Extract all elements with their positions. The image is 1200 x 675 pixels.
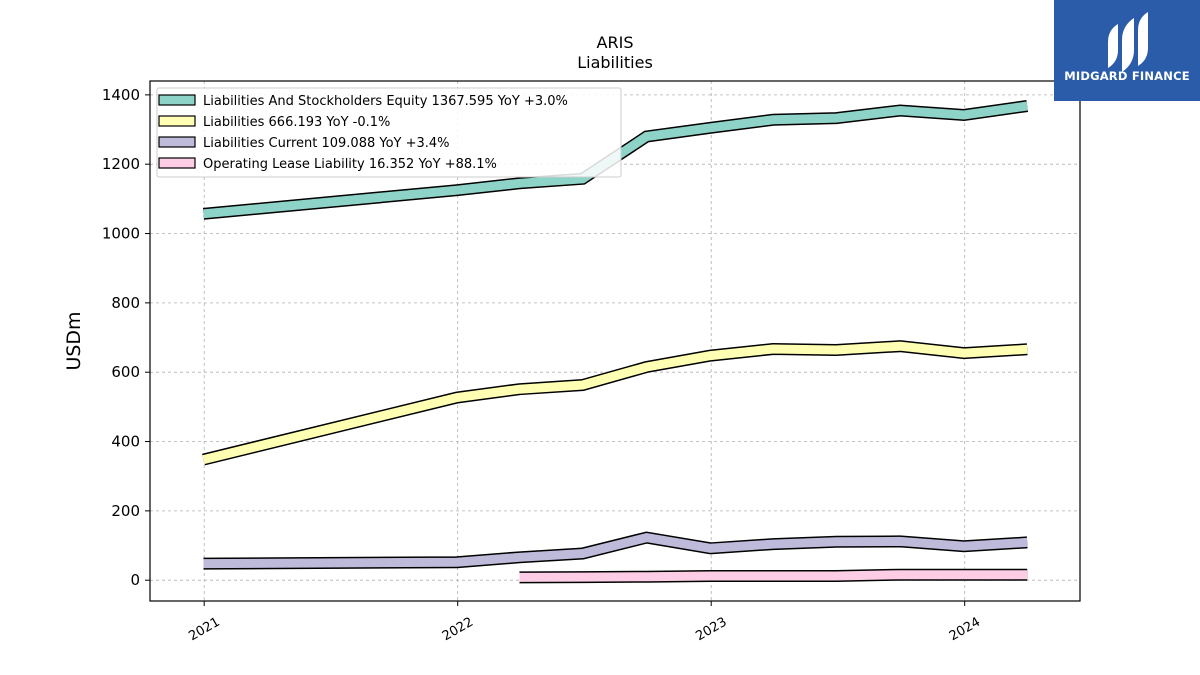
series-line bbox=[202, 341, 1028, 464]
legend-swatch bbox=[158, 94, 196, 106]
legend-label: Liabilities Current 109.088 YoY +3.4% bbox=[203, 136, 450, 151]
series-1 bbox=[202, 100, 1029, 220]
chart-title: ARIS bbox=[597, 33, 634, 52]
logo-mark-icon bbox=[1108, 12, 1148, 72]
y-tick-label: 600 bbox=[111, 363, 140, 381]
series-layer bbox=[202, 100, 1029, 584]
series-4 bbox=[519, 568, 1028, 584]
legend-label: Liabilities And Stockholders Equity 1367… bbox=[203, 94, 568, 109]
y-tick-label: 800 bbox=[111, 294, 140, 312]
y-axis: 0 200 400 800 1000 1200 1400 600 bbox=[102, 86, 150, 589]
legend-swatch bbox=[158, 157, 196, 169]
series-line bbox=[203, 101, 1028, 219]
y-tick-label: 400 bbox=[111, 433, 140, 451]
y-tick-label: 1000 bbox=[102, 225, 140, 243]
series-line bbox=[203, 533, 1028, 569]
chart-subtitle: Liabilities bbox=[577, 53, 653, 72]
legend-swatch bbox=[158, 115, 196, 127]
legend-swatch bbox=[158, 136, 196, 148]
series-3 bbox=[203, 531, 1028, 570]
legend-label: Operating Lease Liability 16.352 YoY +88… bbox=[203, 157, 497, 172]
plot-frame bbox=[149, 80, 1081, 602]
legend-label: Liabilities 666.193 YoY -0.1% bbox=[203, 115, 390, 130]
y-axis-label: USDm bbox=[63, 311, 85, 370]
series-2 bbox=[202, 340, 1028, 466]
y-tick-label: 200 bbox=[111, 502, 140, 520]
y-tick-label: 0 bbox=[130, 571, 140, 589]
y-tick-label: 1400 bbox=[102, 86, 140, 104]
legend-box bbox=[156, 87, 622, 178]
legend: Liabilities And Stockholders Equity 1367… bbox=[156, 87, 622, 178]
y-tick-label: 1200 bbox=[102, 155, 140, 173]
series-line bbox=[519, 570, 1028, 582]
logo: MIDGARD FINANCE bbox=[1054, 0, 1200, 101]
logo-text: MIDGARD FINANCE bbox=[1064, 69, 1190, 83]
